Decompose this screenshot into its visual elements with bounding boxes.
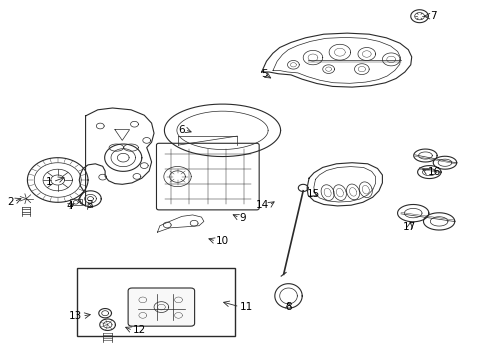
Text: 3: 3	[85, 200, 92, 210]
Text: 7: 7	[429, 11, 436, 21]
Text: 4: 4	[66, 201, 73, 211]
Text: 2: 2	[7, 197, 14, 207]
Text: 8: 8	[285, 302, 291, 312]
Bar	[77, 268, 234, 336]
FancyBboxPatch shape	[128, 288, 194, 326]
Text: 11: 11	[239, 302, 252, 312]
Text: 10: 10	[216, 236, 229, 246]
Text: 6: 6	[178, 125, 184, 135]
Text: 15: 15	[305, 189, 319, 199]
Text: 5: 5	[260, 69, 267, 79]
Text: 16: 16	[427, 167, 440, 177]
Text: 14: 14	[255, 200, 268, 210]
FancyBboxPatch shape	[156, 143, 259, 210]
Text: 12: 12	[133, 325, 146, 336]
Text: 13: 13	[69, 311, 82, 321]
Text: 9: 9	[239, 213, 246, 223]
Text: 1: 1	[46, 177, 53, 187]
Text: 17: 17	[402, 222, 416, 232]
